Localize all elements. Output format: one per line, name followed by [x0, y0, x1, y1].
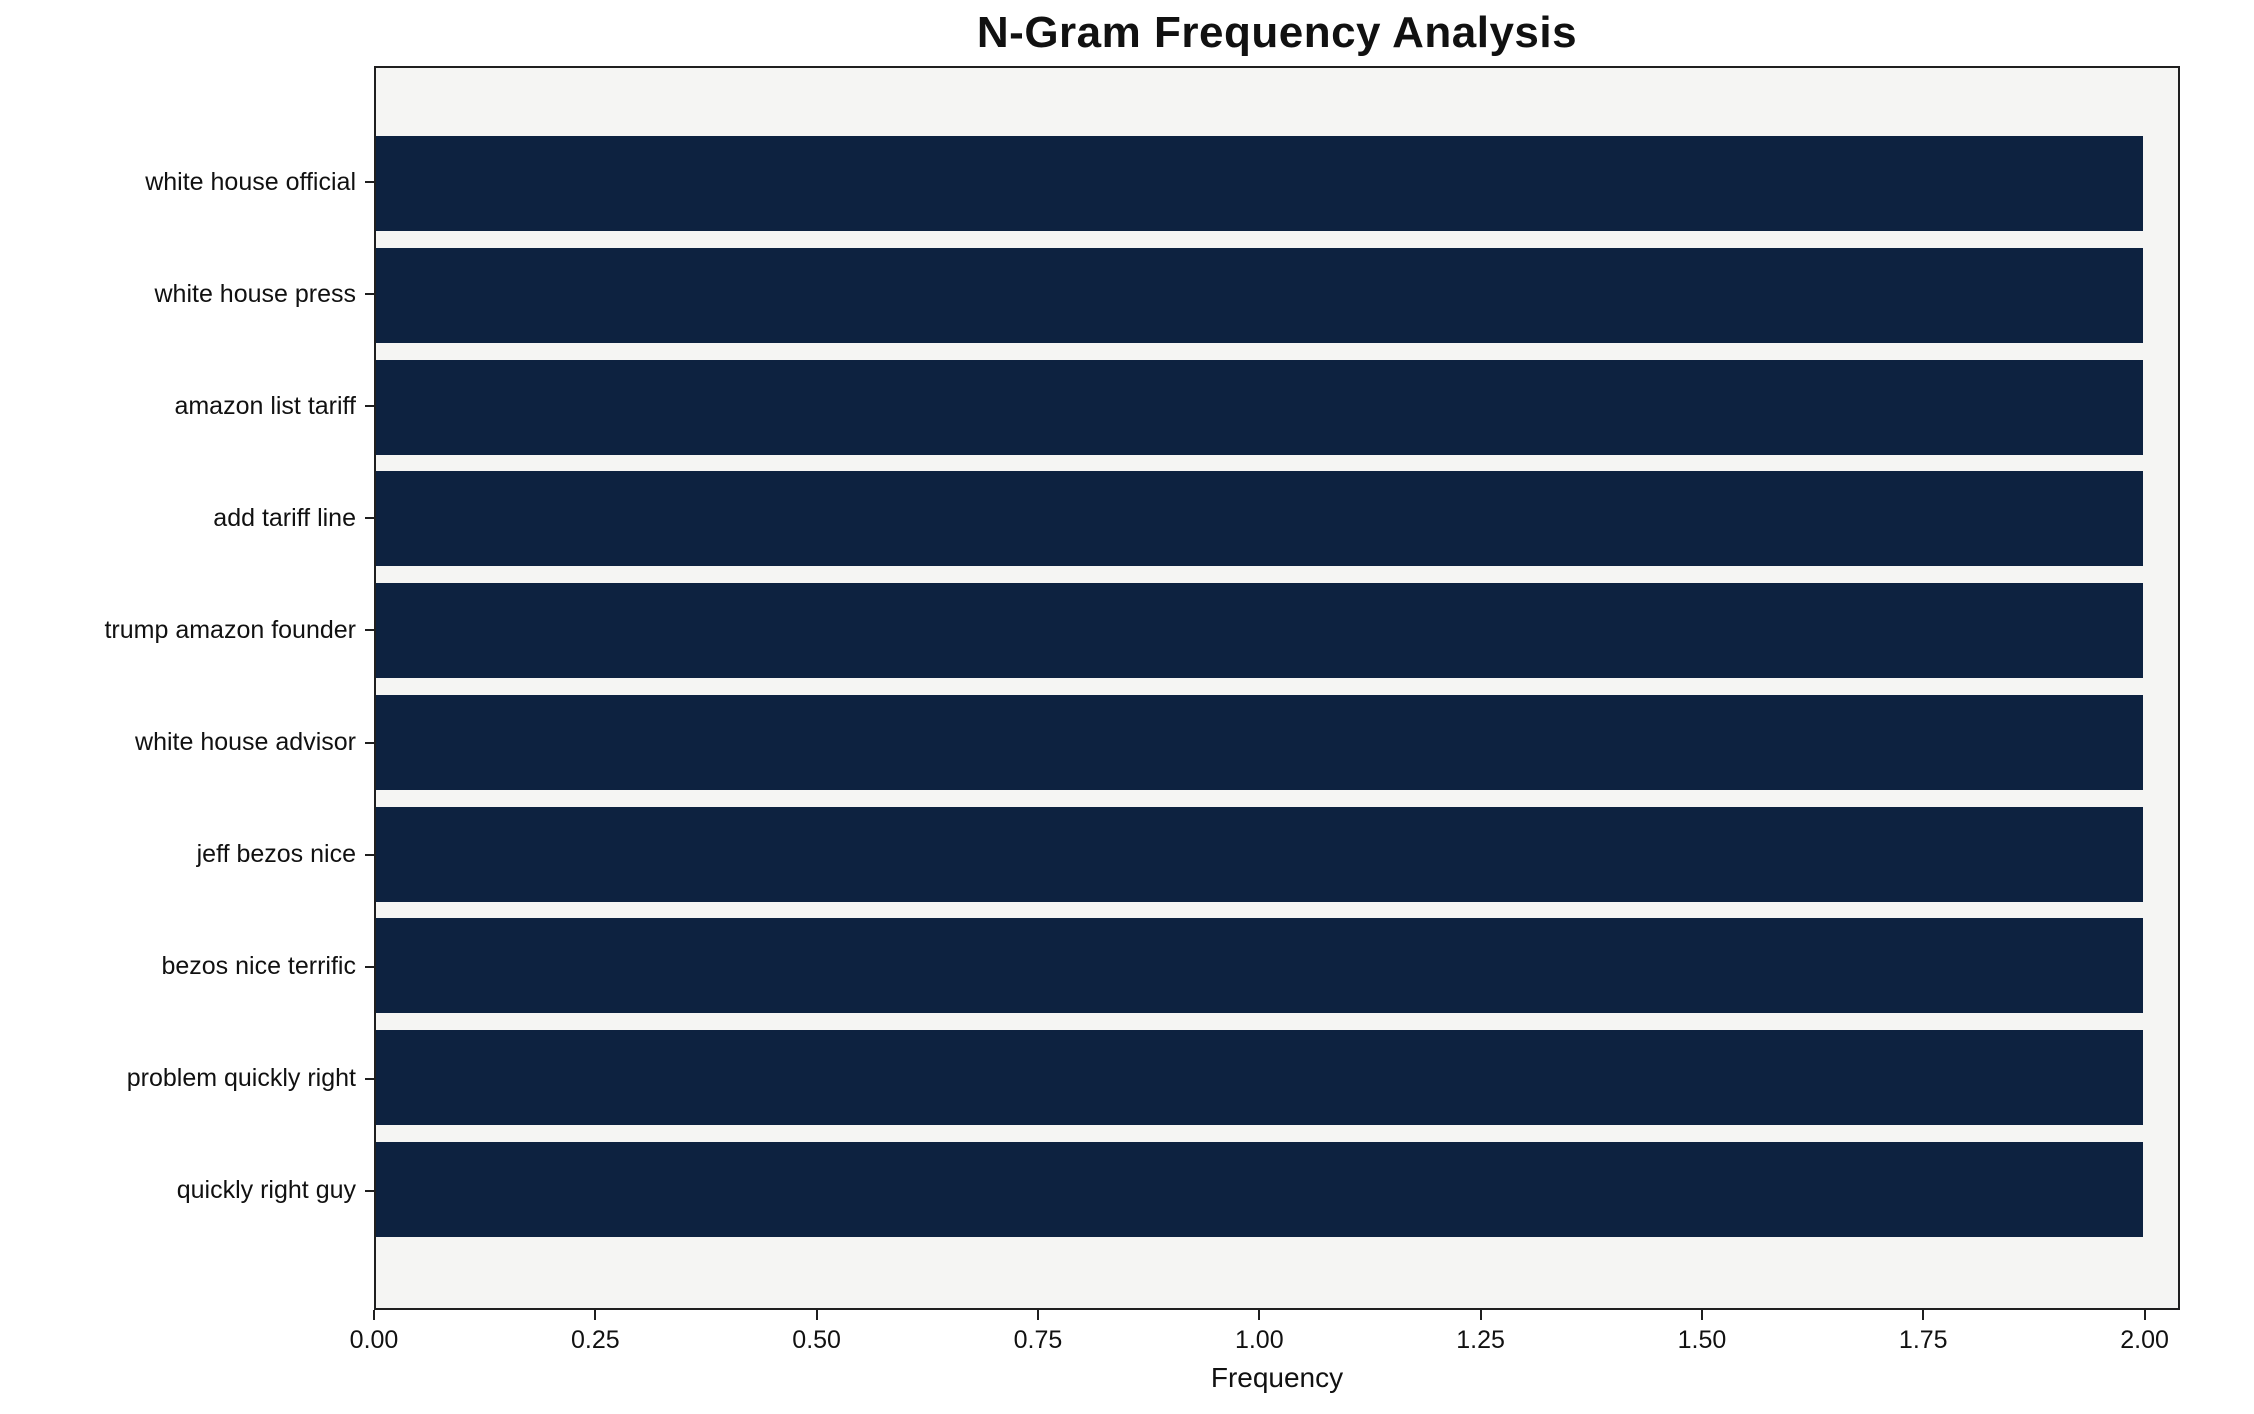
x-tick-label: 1.00	[1234, 1326, 1284, 1354]
bars-container	[376, 128, 2178, 1245]
y-label-row: amazon list tariff	[0, 350, 374, 462]
bar	[376, 1030, 2143, 1125]
plot-area	[374, 66, 2180, 1310]
x-tick-label: 0.25	[570, 1326, 620, 1354]
y-label-row: trump amazon founder	[0, 574, 374, 686]
y-tick-mark	[365, 293, 374, 296]
y-label-row: problem quickly right	[0, 1023, 374, 1135]
y-label-row: add tariff line	[0, 462, 374, 574]
bar	[376, 248, 2143, 344]
chart-title: N-Gram Frequency Analysis	[976, 8, 1578, 57]
x-tick-mark	[1479, 1310, 1482, 1320]
x-tick-mark	[2143, 1310, 2146, 1320]
y-tick-mark	[365, 629, 374, 632]
x-tick-label: 1.75	[1898, 1326, 1948, 1354]
category-label: amazon list tariff	[174, 391, 356, 420]
bar-row	[376, 351, 2178, 463]
category-label: white house advisor	[135, 728, 356, 757]
x-tick-mark	[1258, 1310, 1261, 1320]
x-axis: 0.00 0.25 0.50 0.75 1.00 1.25 1.50 1.75 2.00	[350, 1310, 2180, 1380]
x-tick-mark	[594, 1310, 597, 1320]
y-tick-mark	[365, 517, 374, 520]
category-label: white house official	[145, 167, 356, 196]
x-tick-label: 2.00	[2120, 1326, 2169, 1354]
y-tick-mark	[365, 181, 374, 184]
x-tick-mark	[373, 1310, 375, 1320]
bar-row	[376, 128, 2178, 240]
category-label: jeff bezos nice	[196, 840, 356, 869]
x-tick-label: 0.50	[792, 1326, 841, 1354]
bar-row	[376, 798, 2178, 910]
x-tick-mark	[1700, 1310, 1703, 1320]
bar	[376, 359, 2143, 455]
y-label-row: white house official	[0, 126, 374, 238]
bar	[376, 918, 2143, 1014]
bar-row	[376, 910, 2178, 1022]
bar	[376, 583, 2143, 679]
y-tick-mark	[365, 965, 374, 968]
y-label-row: quickly right guy	[0, 1135, 374, 1247]
bar	[376, 694, 2143, 790]
x-tick-mark	[815, 1310, 818, 1320]
bar-row	[376, 463, 2178, 575]
y-tick-mark	[365, 1077, 374, 1080]
x-tick-mark	[1922, 1310, 1925, 1320]
y-tick-mark	[365, 741, 374, 744]
y-label-row: white house press	[0, 238, 374, 350]
y-label-row: white house advisor	[0, 686, 374, 798]
x-axis-label: Frequency	[1210, 1362, 1344, 1393]
category-label: white house press	[154, 279, 356, 308]
x-tick-label: 1.25	[1456, 1326, 1505, 1354]
y-axis-labels: white house official white house press ama…	[0, 126, 374, 1247]
x-tick-label: 0.00	[349, 1326, 399, 1354]
y-label-row: jeff bezos nice	[0, 799, 374, 911]
bar-row	[376, 1133, 2178, 1245]
bar	[376, 136, 2143, 232]
x-tick-label: 0.75	[1013, 1326, 1063, 1354]
y-label-row: bezos nice terrific	[0, 911, 374, 1023]
bar-row	[376, 575, 2178, 687]
bar-row	[376, 240, 2178, 352]
y-tick-mark	[365, 405, 374, 408]
y-tick-mark	[365, 853, 374, 856]
bar	[376, 806, 2143, 902]
category-label: add tariff line	[213, 503, 356, 532]
bar	[376, 471, 2143, 567]
bar-row	[376, 1022, 2178, 1134]
x-tick-label: 1.50	[1677, 1326, 1727, 1354]
category-label: problem quickly right	[126, 1064, 356, 1093]
category-label: bezos nice terrific	[161, 952, 356, 981]
bar-row	[376, 687, 2178, 799]
bar	[376, 1141, 2143, 1237]
category-label: quickly right guy	[176, 1176, 356, 1205]
y-tick-mark	[365, 1189, 374, 1192]
category-label: trump amazon founder	[104, 615, 356, 644]
x-tick-mark	[1036, 1310, 1039, 1320]
